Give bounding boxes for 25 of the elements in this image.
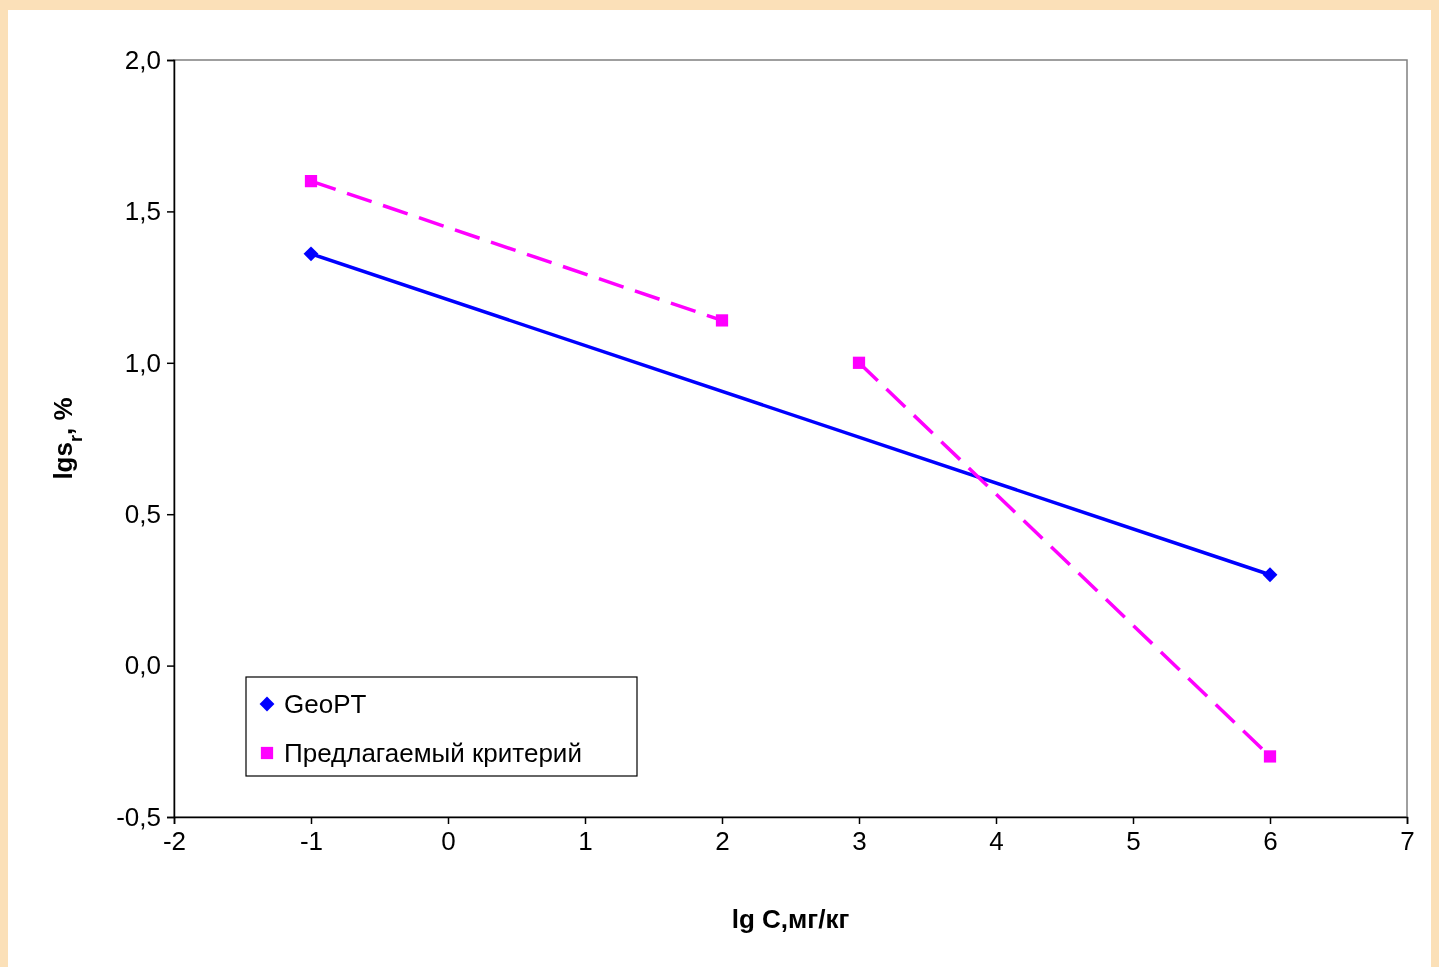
x-tick-label: 5 [1126, 826, 1141, 857]
x-tick-label: 0 [441, 826, 456, 857]
x-tick-label: 4 [989, 826, 1004, 857]
y-tick-label: 1,5 [124, 196, 161, 227]
x-tick-label: 2 [715, 826, 730, 857]
y-tick-label: 0,0 [124, 650, 161, 681]
y-tick-label: 1,0 [124, 347, 161, 378]
x-tick-label: 1 [578, 826, 593, 857]
point [1263, 750, 1277, 763]
point [715, 314, 729, 327]
x-tick-label: 3 [852, 826, 867, 857]
x-tick-label: 6 [1263, 826, 1278, 857]
y-tick-label: 0,5 [124, 499, 161, 530]
legend-label: Предлагаемый критерий [284, 738, 582, 768]
x-tick-label: -2 [162, 826, 187, 857]
point [304, 175, 318, 188]
y-tick-label: 2,0 [124, 44, 161, 75]
y-tick-label: -0,5 [116, 801, 161, 832]
legend-label: GeoPT [284, 689, 367, 719]
x-axis-title: lg C,мг/кг [731, 904, 850, 934]
point [1262, 567, 1278, 583]
point [852, 356, 866, 369]
x-tick-label: 7 [1400, 826, 1415, 857]
point [303, 246, 319, 262]
x-tick-label: -1 [299, 826, 324, 857]
